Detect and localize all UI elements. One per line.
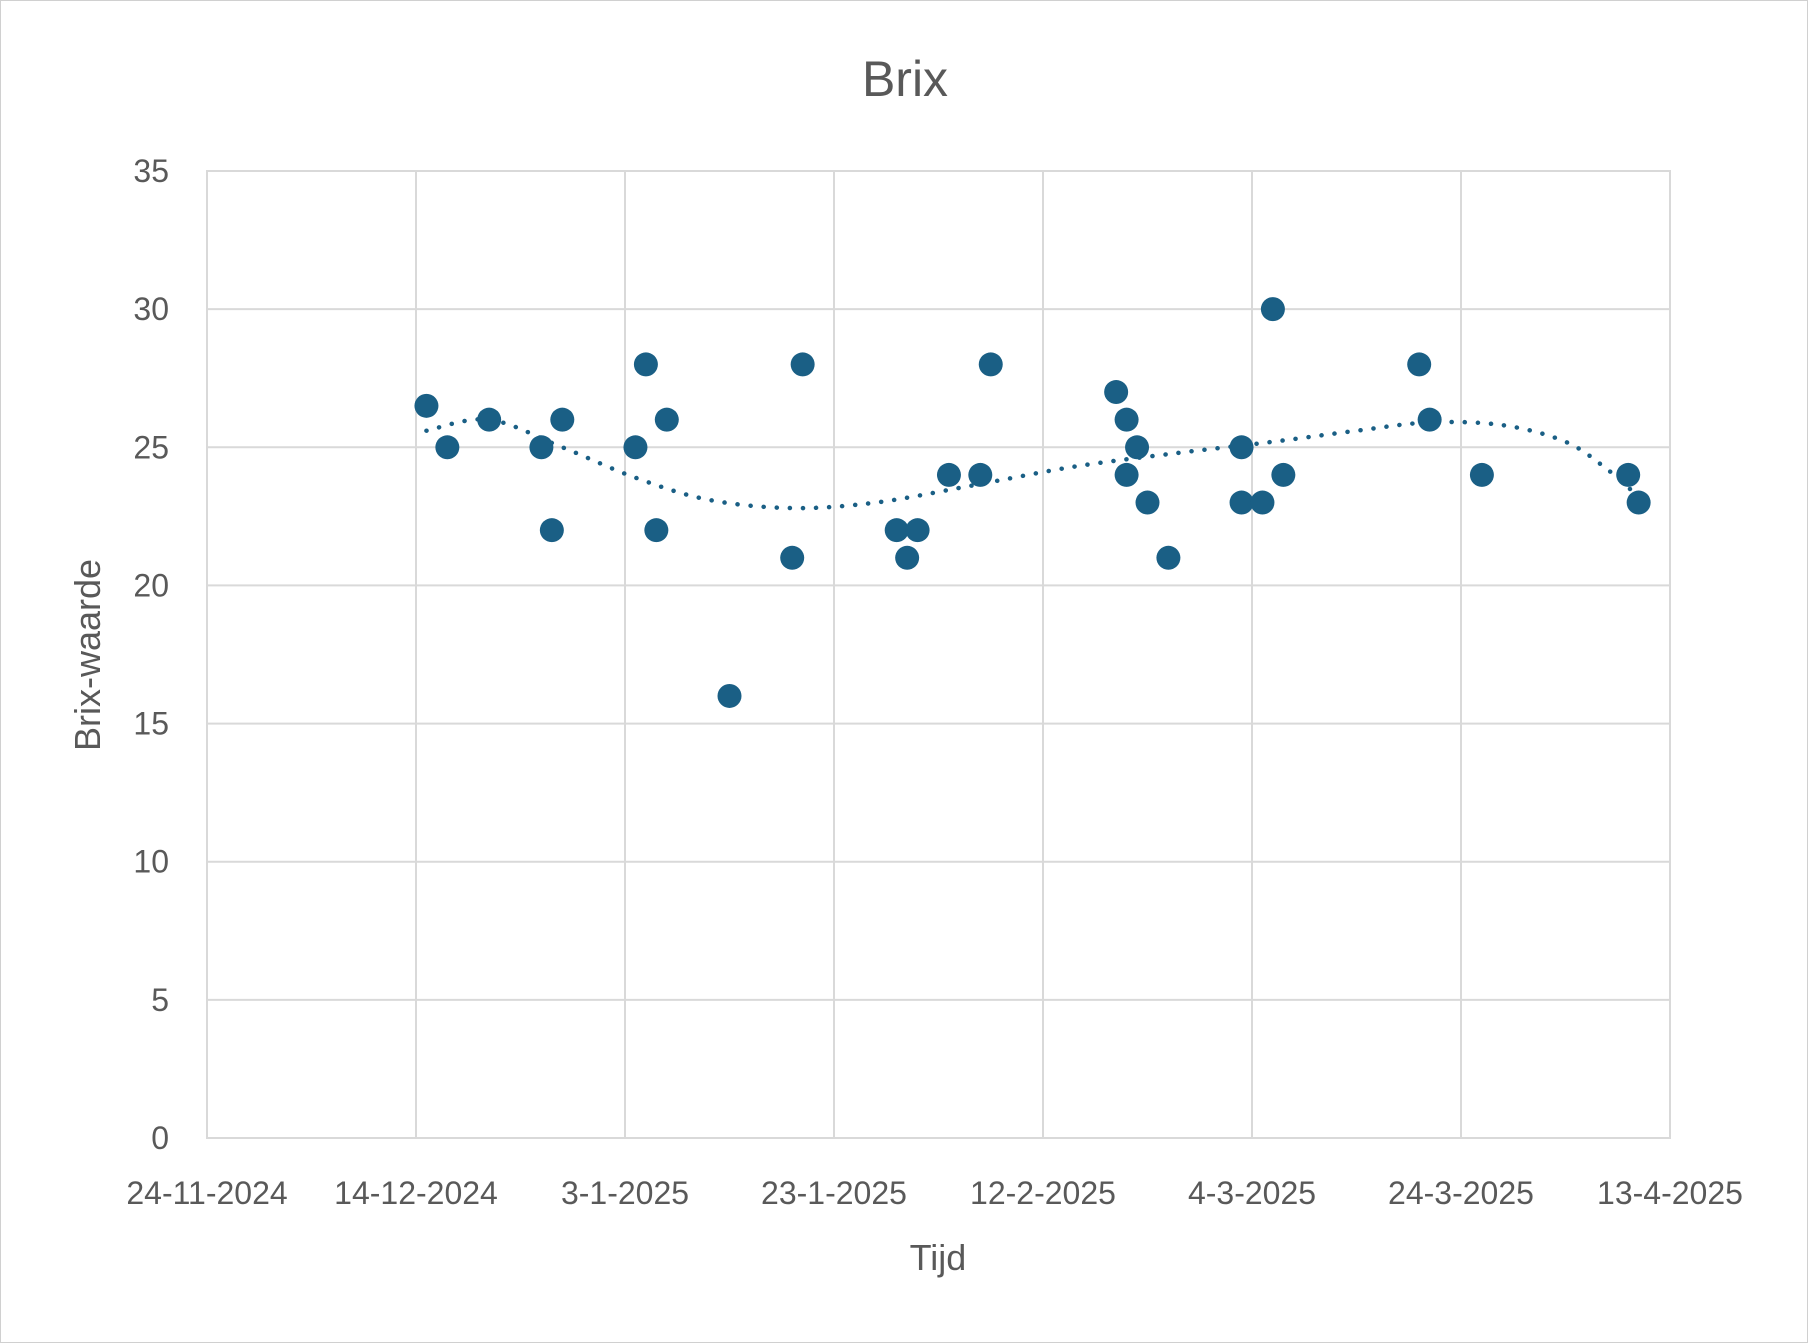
data-point bbox=[978, 352, 1003, 377]
data-point bbox=[1114, 407, 1139, 432]
y-tick-label: 0 bbox=[151, 1120, 169, 1156]
data-point bbox=[1104, 380, 1129, 405]
trendline bbox=[424, 417, 1641, 511]
y-axis-ticks: 0 5 10 15 20 25 30 35 bbox=[133, 153, 169, 1156]
y-axis-title: Brix-waarde bbox=[67, 559, 108, 751]
x-tick-label: 13-4-2025 bbox=[1597, 1175, 1743, 1211]
trendline-path bbox=[424, 417, 1641, 511]
x-tick-label: 4-3-2025 bbox=[1188, 1175, 1316, 1211]
data-point bbox=[1417, 407, 1442, 432]
y-tick-label: 25 bbox=[133, 429, 169, 465]
data-point bbox=[633, 352, 658, 377]
data-point bbox=[1114, 462, 1139, 487]
data-point bbox=[884, 518, 909, 543]
data-point bbox=[717, 683, 742, 708]
y-tick-label: 10 bbox=[133, 844, 169, 880]
data-point bbox=[1229, 490, 1254, 515]
data-point bbox=[968, 462, 993, 487]
data-point bbox=[790, 352, 815, 377]
data-point bbox=[1135, 490, 1160, 515]
data-point bbox=[1469, 462, 1494, 487]
chart-title: Brix bbox=[862, 51, 948, 107]
gridlines bbox=[206, 170, 1671, 1139]
x-tick-label: 12-2-2025 bbox=[970, 1175, 1116, 1211]
data-point bbox=[1626, 490, 1651, 515]
x-tick-label: 24-3-2025 bbox=[1388, 1175, 1534, 1211]
plot-border bbox=[206, 170, 1671, 1139]
data-points bbox=[414, 297, 1651, 708]
x-axis-title: Tijd bbox=[910, 1237, 967, 1278]
data-point bbox=[654, 407, 679, 432]
data-point bbox=[1271, 462, 1296, 487]
x-axis-ticks: 24-11-2024 14-12-2024 3-1-2025 23-1-2025 12-… bbox=[126, 1175, 1743, 1211]
y-tick-label: 5 bbox=[151, 982, 169, 1018]
x-tick-label: 23-1-2025 bbox=[761, 1175, 907, 1211]
data-point bbox=[644, 518, 669, 543]
data-point bbox=[550, 407, 575, 432]
y-tick-label: 30 bbox=[133, 291, 169, 327]
data-point bbox=[1229, 435, 1254, 460]
data-point bbox=[414, 393, 439, 418]
y-tick-label: 20 bbox=[133, 567, 169, 603]
data-point bbox=[936, 462, 961, 487]
data-point bbox=[780, 545, 805, 570]
data-point bbox=[529, 435, 554, 460]
data-point bbox=[1250, 490, 1275, 515]
x-tick-label: 24-11-2024 bbox=[126, 1175, 287, 1211]
data-point bbox=[1260, 297, 1285, 322]
data-point bbox=[477, 407, 502, 432]
data-point bbox=[905, 518, 930, 543]
data-point bbox=[435, 435, 460, 460]
data-point bbox=[623, 435, 648, 460]
data-point bbox=[1407, 352, 1432, 377]
data-point bbox=[1125, 435, 1150, 460]
x-tick-label: 14-12-2024 bbox=[334, 1175, 498, 1211]
data-point bbox=[539, 518, 564, 543]
data-point bbox=[1156, 545, 1181, 570]
x-tick-label: 3-1-2025 bbox=[561, 1175, 689, 1211]
y-tick-label: 35 bbox=[133, 153, 169, 189]
data-point bbox=[895, 545, 920, 570]
data-point bbox=[1616, 462, 1641, 487]
y-tick-label: 15 bbox=[133, 706, 169, 742]
